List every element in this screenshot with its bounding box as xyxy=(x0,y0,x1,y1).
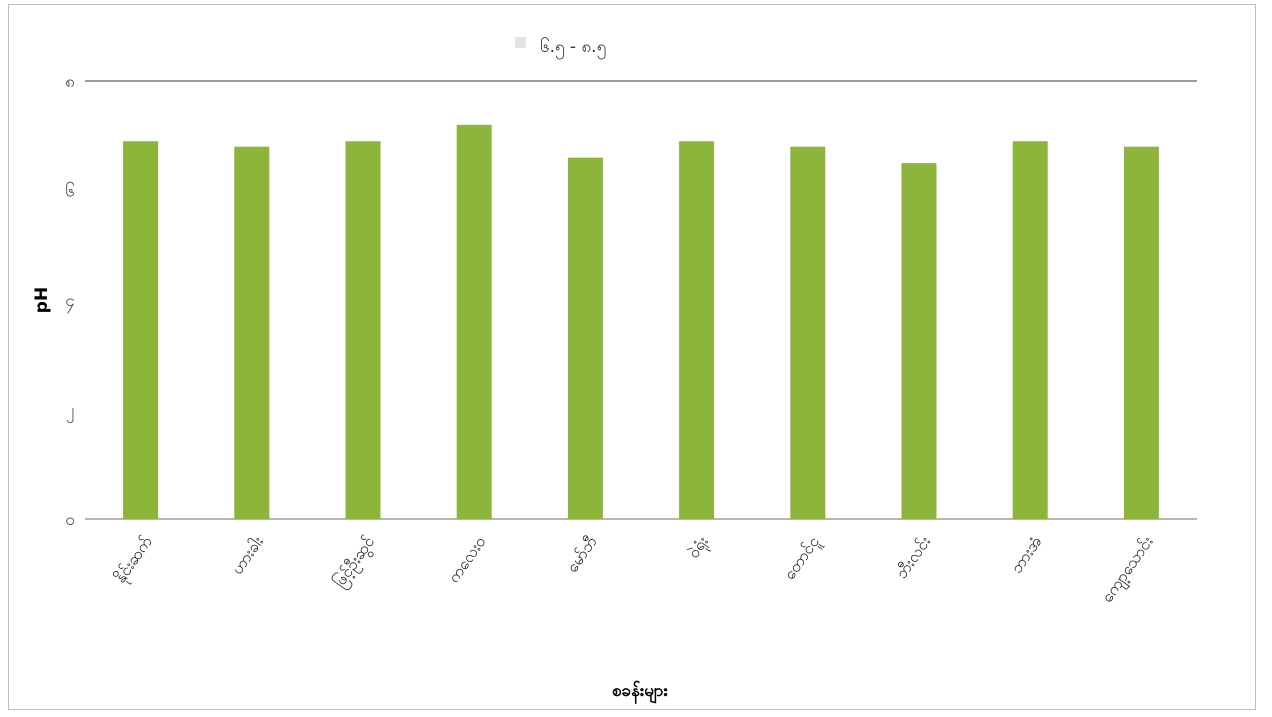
y-tick-label: ၂ xyxy=(66,401,74,424)
x-tick-label: ကျော့သောင်း xyxy=(1097,532,1159,607)
bar xyxy=(567,157,603,519)
bar xyxy=(123,141,159,519)
x-axis-ticks: နိုင်းဆက် ဟားခါး ဖြင့်ဦးဆွင် ကလေးဝ မော်ဘီ ဝဲရ… xyxy=(110,532,1159,608)
chart-frame xyxy=(8,4,1256,710)
bars xyxy=(123,124,1159,520)
bar xyxy=(790,146,826,519)
x-tick-label: နိုင်းဆက် xyxy=(110,532,158,588)
legend-marker xyxy=(515,37,526,48)
bar xyxy=(901,163,937,519)
x-tick-label: မော်ဘီ xyxy=(562,532,600,576)
legend-label: ၆.၅ - ၈.၅ xyxy=(540,36,606,60)
x-tick-label: ဘားအံ xyxy=(1007,532,1046,576)
y-axis-ticks: ၀ ၂ ၄ ၆ ၈ xyxy=(65,72,75,530)
bar xyxy=(345,141,381,519)
x-tick-label: ဝဲရုံး xyxy=(684,532,715,563)
x-tick-label: ဖြင့်ဦးဆွင် xyxy=(329,532,380,592)
y-tick-label: ၀ xyxy=(65,510,75,530)
bar xyxy=(1012,141,1048,519)
bar xyxy=(234,146,270,519)
y-tick-label: ၆ xyxy=(65,181,75,202)
x-tick-label: ကလေးဝ xyxy=(444,532,490,586)
y-tick-label: ၈ xyxy=(65,72,75,92)
x-tick-label: ဟားခါး xyxy=(227,532,267,577)
legend: ၆.၅ - ၈.၅ xyxy=(515,36,606,60)
y-tick-label: ၄ xyxy=(65,291,75,314)
x-tick-label: ဘီးလင်း xyxy=(892,532,935,582)
x-tick-label: တောင်ငူ xyxy=(780,532,826,585)
x-axis-title: စခန်းများ xyxy=(612,680,669,705)
y-axis-title: pH xyxy=(32,287,52,313)
bar xyxy=(679,141,715,519)
bar xyxy=(456,124,492,520)
bar xyxy=(1123,146,1159,519)
plot-area xyxy=(85,80,1197,520)
